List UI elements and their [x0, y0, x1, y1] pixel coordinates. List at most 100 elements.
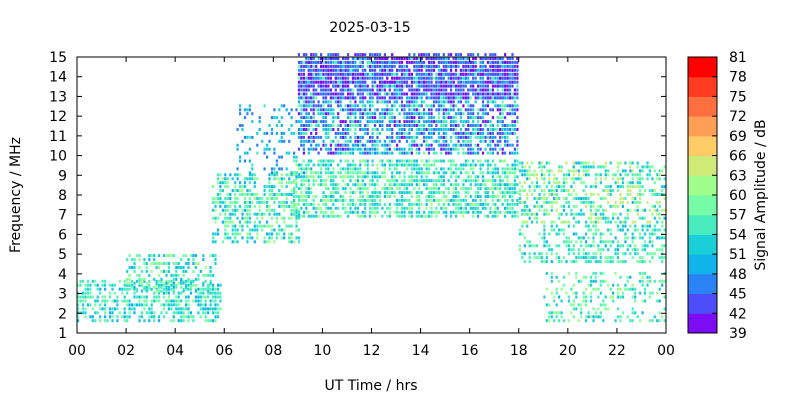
heatmap-cell — [486, 135, 489, 139]
heatmap-cell — [572, 224, 575, 228]
heatmap-cell — [361, 96, 364, 100]
heatmap-cell — [361, 104, 364, 108]
heatmap-cell — [562, 319, 566, 323]
heatmap-cell — [496, 60, 499, 64]
heatmap-cell — [437, 175, 440, 179]
heatmap-cell — [283, 236, 286, 240]
heatmap-cell — [290, 171, 293, 175]
heatmap-cell — [479, 80, 482, 84]
heatmap-cell — [626, 200, 629, 204]
heatmap-cell — [214, 240, 217, 244]
heatmap-cell — [153, 258, 156, 262]
heatmap-cell — [619, 193, 622, 196]
heatmap-cell — [415, 88, 418, 92]
heatmap-cell — [410, 116, 413, 120]
heatmap-cell — [371, 72, 374, 76]
heatmap-cell — [246, 189, 249, 193]
heatmap-cell — [408, 214, 411, 218]
heatmap-cell — [440, 128, 443, 131]
heatmap-cell — [234, 232, 237, 236]
heatmap-cell — [143, 258, 146, 262]
heatmap-cell — [324, 179, 328, 183]
heatmap-cell — [481, 80, 485, 84]
heatmap-cell — [599, 165, 602, 169]
heatmap-cell — [364, 143, 367, 147]
heatmap-cell — [320, 167, 323, 171]
heatmap-cell — [337, 60, 340, 64]
heatmap-cell — [288, 216, 291, 220]
heatmap-cell — [506, 202, 509, 206]
heatmap-cell — [624, 169, 627, 173]
heatmap-cell — [307, 76, 310, 80]
heatmap-cell — [388, 179, 391, 183]
heatmap-cell — [199, 287, 202, 291]
heatmap-cell — [513, 72, 516, 76]
heatmap-cell — [516, 159, 519, 163]
heatmap-cell — [425, 175, 428, 179]
heatmap-cell — [354, 147, 357, 151]
heatmap-cell — [374, 183, 377, 187]
heatmap-cell — [491, 214, 494, 218]
heatmap-cell — [467, 151, 470, 155]
heatmap-cell — [570, 303, 573, 307]
heatmap-cell — [342, 60, 345, 64]
heatmap-cell — [273, 193, 276, 196]
heatmap-cell — [398, 92, 401, 96]
heatmap-cell — [322, 191, 325, 195]
heatmap-cell — [347, 108, 350, 112]
heatmap-cell — [133, 258, 136, 262]
heatmap-cell — [558, 169, 561, 173]
heatmap-cell — [393, 88, 396, 92]
heatmap-cell — [126, 281, 129, 285]
heatmap-cell — [540, 177, 543, 181]
heatmap-cell — [337, 76, 340, 80]
heatmap-cell — [329, 108, 332, 112]
heatmap-cell — [381, 159, 384, 163]
heatmap-cell — [378, 116, 382, 120]
heatmap-cell — [454, 53, 458, 57]
heatmap-cell — [396, 84, 399, 88]
heatmap-cell — [398, 131, 401, 135]
heatmap-cell — [420, 64, 423, 68]
heatmap-cell — [479, 131, 482, 135]
heatmap-cell — [111, 299, 114, 303]
heatmap-cell — [423, 88, 426, 92]
heatmap-cell — [629, 193, 632, 196]
heatmap-cell — [639, 232, 642, 236]
heatmap-cell — [334, 187, 337, 191]
heatmap-cell — [351, 171, 355, 175]
heatmap-cell — [646, 173, 649, 177]
heatmap-cell — [656, 200, 659, 204]
heatmap-cell — [553, 295, 556, 299]
heatmap-cell — [614, 200, 617, 204]
heatmap-cell — [334, 206, 337, 210]
heatmap-cell — [511, 53, 514, 57]
heatmap-cell — [648, 165, 651, 169]
heatmap-cell — [607, 240, 610, 244]
heatmap-cell — [351, 202, 355, 206]
heatmap-cell — [293, 198, 296, 202]
heatmap-cell — [592, 252, 595, 256]
heatmap-cell — [280, 131, 283, 135]
heatmap-cell — [398, 171, 401, 175]
heatmap-cell — [403, 68, 406, 72]
heatmap-cell — [342, 202, 345, 206]
heatmap-cell — [499, 104, 502, 108]
heatmap-cell — [506, 60, 509, 64]
heatmap-cell — [234, 197, 237, 200]
heatmap-cell — [572, 283, 575, 287]
heatmap-cell — [234, 240, 237, 244]
heatmap-cell — [104, 287, 107, 291]
heatmap-cell — [511, 143, 514, 147]
heatmap-cell — [587, 260, 590, 264]
heatmap-cell — [396, 147, 399, 151]
heatmap-cell — [329, 163, 332, 167]
heatmap-cell — [418, 163, 421, 167]
heatmap-cell — [310, 72, 313, 76]
heatmap-cell — [253, 185, 256, 189]
heatmap-cell — [553, 177, 556, 181]
heatmap-cell — [445, 92, 448, 96]
heatmap-cell — [472, 167, 475, 171]
heatmap-cell — [297, 120, 301, 124]
heatmap-cell — [307, 202, 310, 206]
